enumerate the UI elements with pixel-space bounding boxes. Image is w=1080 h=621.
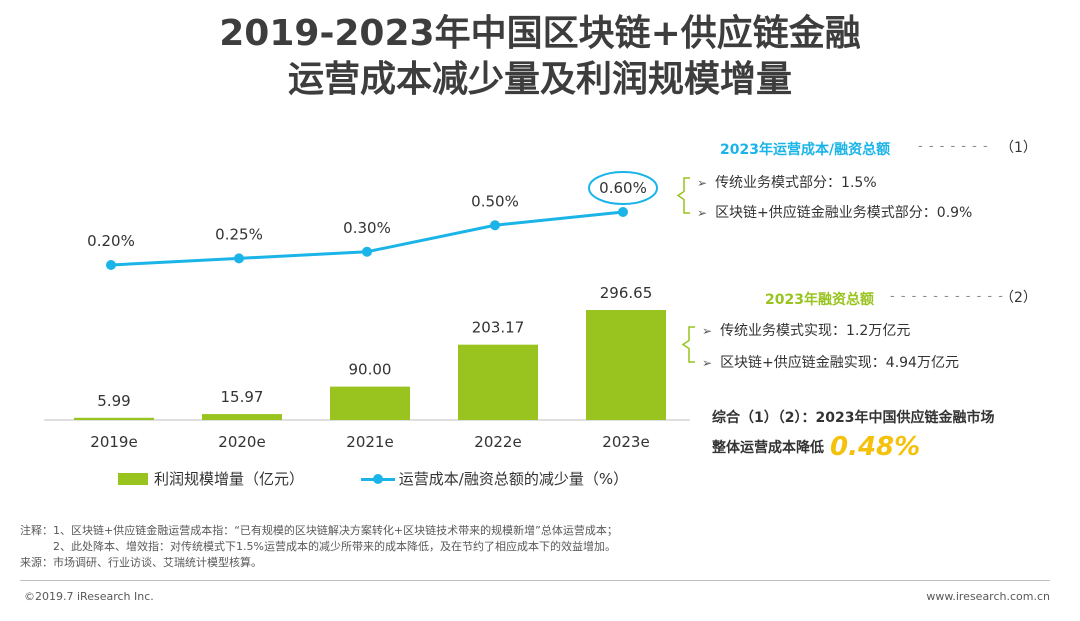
annotation-1-heading: 2023年运营成本/融资总额	[720, 142, 891, 158]
chart-title-line2: 运营成本减少量及利润规模增量	[287, 59, 792, 100]
line-point-2022e	[490, 220, 500, 231]
x-tick-label-2020e: 2020e	[218, 433, 265, 451]
annotation-1-brace	[676, 177, 690, 214]
legend-line-swatch	[360, 473, 395, 485]
bar-value-label-2020e: 15.97	[221, 388, 264, 406]
annotation-1-item-2: ➢ 区块链+供应链金融业务模式部分：0.9%	[697, 205, 973, 221]
bar-value-label-2021e: 90.00	[349, 361, 392, 379]
x-tick-label-2021e: 2021e	[346, 433, 393, 451]
legend-bar-swatch	[118, 473, 148, 485]
x-tick-label-2019e: 2019e	[90, 433, 137, 451]
copyright: ©2019.7 iResearch Inc.	[24, 590, 154, 603]
footnote-2: 2、此处降本、增效指：对传统模式下1.5%运营成本的减少所带来的成本降低，及在节…	[20, 540, 616, 553]
bar-value-label-2023e: 296.65	[600, 284, 653, 302]
annotation-2-ref: （2）	[1000, 290, 1037, 306]
annotation-1-ref: （1）	[1000, 140, 1037, 156]
line-point-2021e	[362, 246, 372, 257]
annotation-2-dashes: - - - - - - - - - - -	[890, 289, 1004, 304]
bar-2020e	[202, 414, 282, 420]
footnotes: 注释：1、区块链+供应链金融运营成本指：“已有规模的区块链解决方案转化+区块链技…	[20, 523, 618, 571]
x-tick-label-2023e: 2023e	[602, 433, 649, 451]
highlight-ellipse	[588, 171, 658, 205]
arrow-icon: ➢	[702, 324, 713, 338]
summary-line2: 整体运营成本降低 0.48%	[712, 432, 921, 462]
line-value-label-2020e: 0.25%	[215, 225, 263, 243]
website-link[interactable]: www.iresearch.com.cn	[926, 590, 1050, 603]
arrow-icon: ➢	[697, 206, 708, 220]
bar-value-label-2019e: 5.99	[97, 392, 130, 410]
bar-2021e	[330, 386, 410, 420]
bar-2023e	[586, 310, 666, 420]
summary-value: 0.48%	[830, 432, 921, 462]
line-value-label-2021e: 0.30%	[343, 219, 391, 237]
line-point-2020e	[234, 253, 244, 264]
annotation-2-heading: 2023年融资总额	[765, 292, 874, 308]
summary-line1: 综合（1）（2）：2023年中国供应链金融市场	[712, 410, 995, 426]
annotation-2-brace	[681, 326, 695, 363]
annotation-1-dashes: - - - - - - -	[918, 139, 989, 154]
chart-legend: 利润规模增量（亿元） 运营成本/融资总额的减少量（%）	[118, 468, 628, 489]
footnote-1: 注释：1、区块链+供应链金融运营成本指：“已有规模的区块链解决方案转化+区块链技…	[20, 524, 618, 537]
line-point-2023e	[618, 207, 628, 217]
footer-divider	[20, 580, 1050, 581]
arrow-icon: ➢	[702, 356, 713, 370]
line-value-label-2019e: 0.20%	[87, 232, 135, 250]
bar-value-label-2022e: 203.17	[472, 319, 525, 337]
chart-title-line1: 2019-2023年中国区块链+供应链金融	[219, 13, 861, 54]
legend-bar-label: 利润规模增量（亿元）	[154, 470, 305, 488]
x-tick-label-2022e: 2022e	[474, 433, 521, 451]
bar-2022e	[458, 344, 538, 420]
line-value-label-2023e: 0.60%	[599, 179, 647, 197]
annotation-2-item-2: ➢ 区块链+供应链金融实现：4.94万亿元	[702, 355, 959, 371]
footnote-source: 来源：市场调研、行业访谈、艾瑞统计模型核算。	[20, 556, 262, 569]
annotation-2-item-1: ➢ 传统业务模式实现：1.2万亿元	[702, 323, 911, 339]
line-point-2019e	[106, 260, 116, 270]
annotation-1-item-1: ➢ 传统业务模式部分：1.5%	[697, 175, 877, 191]
legend-line-label: 运营成本/融资总额的减少量（%）	[398, 470, 629, 488]
line-value-label-2022e: 0.50%	[471, 192, 519, 210]
bar-2019e	[74, 417, 154, 420]
arrow-icon: ➢	[697, 176, 708, 190]
